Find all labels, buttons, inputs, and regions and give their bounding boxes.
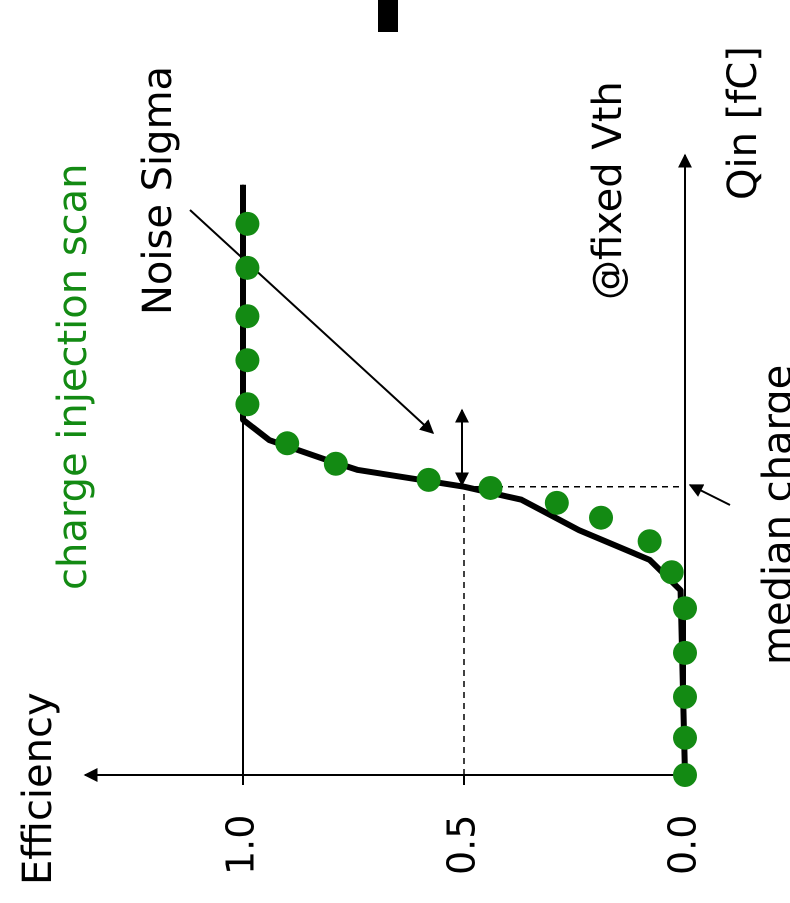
annotation: Noise Sigma (135, 66, 181, 315)
y-tick-label: 0.0 (661, 815, 705, 875)
median-arrow (688, 484, 731, 506)
annotation: @fixed Vth (585, 81, 631, 300)
marker-bar (378, 0, 398, 32)
scan-point (235, 255, 260, 280)
rotated-chart: Efficiency Qin [fC] charge injection sca… (15, 0, 790, 885)
scan-point (235, 304, 260, 329)
scan-point (673, 763, 697, 787)
curve (240, 184, 688, 776)
scan-point (637, 529, 662, 554)
y-tick-label: 1.0 (219, 815, 263, 875)
y-axis-label: Efficiency (15, 692, 61, 885)
x-axis-label: Qin [fC] (720, 46, 766, 200)
chart-title: charge injection scan (50, 163, 96, 590)
scan-point (673, 725, 697, 750)
scan-point (544, 490, 569, 515)
scan-point (235, 392, 260, 417)
scan-point (589, 505, 614, 530)
scan-point (673, 640, 697, 665)
scan-point (659, 560, 684, 585)
scan-point (478, 475, 503, 500)
scan-point (275, 431, 300, 456)
scan-point (323, 451, 348, 476)
scan-point (235, 348, 260, 373)
scan-point (235, 211, 260, 236)
y-tick-label: 0.5 (440, 815, 484, 875)
annotation: median charge (755, 365, 790, 665)
scan-point (673, 684, 697, 709)
noise-arrow (189, 209, 435, 434)
scan-point (673, 596, 697, 621)
scan-point (416, 467, 441, 492)
